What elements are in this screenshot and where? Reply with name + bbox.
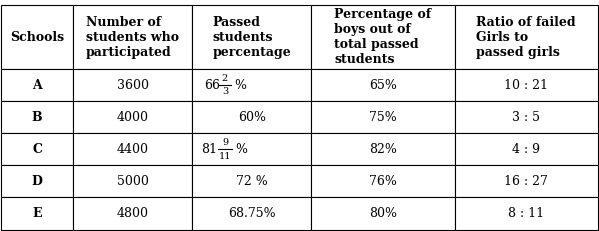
Text: 5000: 5000	[117, 175, 149, 188]
Bar	[311, 198, 455, 230]
Bar	[455, 69, 598, 101]
Text: 4800: 4800	[117, 207, 149, 220]
Text: 82%: 82%	[369, 143, 397, 156]
Text: 4 : 9: 4 : 9	[512, 143, 540, 156]
Text: 10 : 21: 10 : 21	[504, 79, 548, 92]
Text: 8 : 11: 8 : 11	[508, 207, 544, 220]
Bar	[192, 5, 311, 69]
Text: 16 : 27: 16 : 27	[504, 175, 548, 188]
Bar	[73, 5, 192, 69]
Bar	[311, 101, 455, 133]
Text: Schools: Schools	[10, 30, 64, 43]
Bar	[455, 133, 598, 165]
Text: A: A	[32, 79, 42, 92]
Bar	[73, 101, 192, 133]
Bar	[311, 165, 455, 198]
Text: 66: 66	[204, 79, 220, 92]
Bar	[1, 5, 73, 69]
Bar	[192, 198, 311, 230]
Bar	[1, 165, 73, 198]
Bar	[311, 133, 455, 165]
Text: 76%: 76%	[369, 175, 397, 188]
Bar	[192, 165, 311, 198]
Text: 68.75%: 68.75%	[228, 207, 276, 220]
Text: Percentage of
boys out of
total passed
students: Percentage of boys out of total passed s…	[334, 8, 431, 66]
Text: Number of
students who
participated: Number of students who participated	[86, 15, 179, 58]
Bar	[1, 133, 73, 165]
Text: %: %	[235, 143, 248, 156]
Bar	[1, 198, 73, 230]
Bar	[1, 69, 73, 101]
Bar	[192, 69, 311, 101]
Text: Ratio of failed
Girls to
passed girls: Ratio of failed Girls to passed girls	[476, 15, 576, 58]
Text: B: B	[32, 111, 43, 124]
Text: 4400: 4400	[117, 143, 149, 156]
Text: C: C	[32, 143, 42, 156]
Bar	[192, 101, 311, 133]
Bar	[455, 165, 598, 198]
Bar	[311, 5, 455, 69]
Text: 11: 11	[219, 152, 231, 161]
Bar	[73, 165, 192, 198]
Bar	[455, 198, 598, 230]
Bar	[455, 5, 598, 69]
Text: 4000: 4000	[117, 111, 149, 124]
Bar	[73, 69, 192, 101]
Text: 60%: 60%	[238, 111, 266, 124]
Text: Passed
students
percentage: Passed students percentage	[213, 15, 291, 58]
Text: 3: 3	[222, 87, 228, 96]
Text: 75%: 75%	[369, 111, 397, 124]
Bar	[192, 133, 311, 165]
Text: 81: 81	[201, 143, 217, 156]
Bar	[73, 198, 192, 230]
Text: E: E	[32, 207, 42, 220]
Text: %: %	[234, 79, 246, 92]
Bar	[73, 133, 192, 165]
Text: 9: 9	[222, 138, 228, 147]
Bar	[311, 69, 455, 101]
Text: 3600: 3600	[117, 79, 149, 92]
Text: 65%: 65%	[369, 79, 397, 92]
Text: 2: 2	[222, 74, 228, 83]
Bar	[455, 101, 598, 133]
Text: D: D	[32, 175, 43, 188]
Bar	[1, 101, 73, 133]
Text: 72 %: 72 %	[236, 175, 268, 188]
Text: 80%: 80%	[369, 207, 397, 220]
Text: 3 : 5: 3 : 5	[512, 111, 540, 124]
